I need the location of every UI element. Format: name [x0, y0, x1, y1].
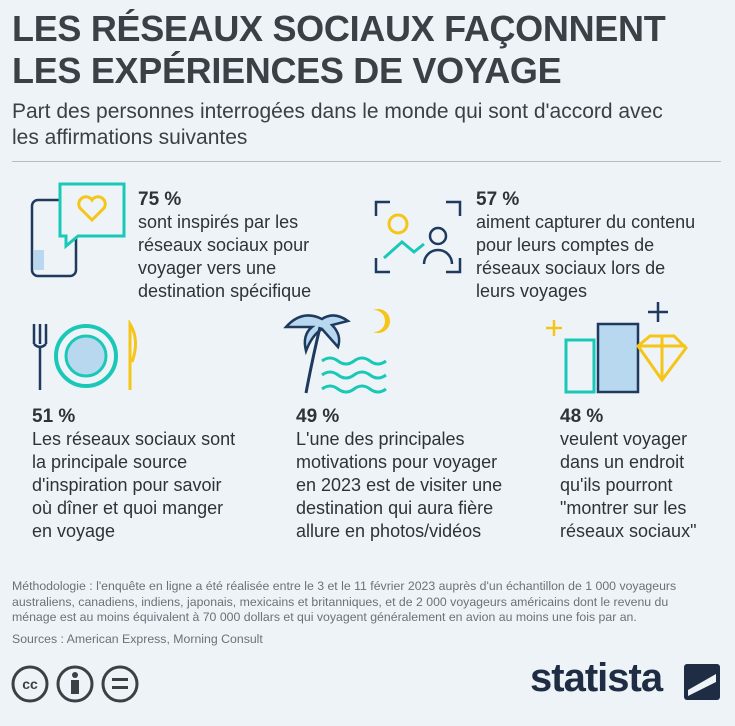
stat-text-line: voyager vers une — [138, 258, 277, 278]
subtitle-line: les affirmations suivantes — [12, 126, 248, 149]
stat-text-line: veulent voyager — [560, 429, 688, 449]
stat-text-line: destination qui aura fière — [296, 498, 494, 518]
stat-text-line: réseaux sociaux lors de — [476, 258, 666, 278]
stat-value: 75 % — [138, 189, 182, 210]
stat-value: 49 % — [296, 406, 340, 427]
stat-text-line: allure en photos/vidéos — [296, 521, 482, 541]
methodology-line: australiens, canadiens, indiens, japonai… — [12, 594, 669, 609]
photo-icon — [374, 200, 462, 274]
stat-text-line: leurs voyages — [476, 281, 588, 301]
city-diamond-icon — [546, 302, 688, 394]
license-icons: cc — [11, 665, 139, 703]
stat-item: 48 % veulent voyager dans un endroit qu'ils… — [560, 405, 696, 543]
stat-item: 49 % L'une des principales motivations pou… — [296, 405, 502, 543]
methodology-line: ménage est au moins équivalent à 70 000 … — [12, 610, 637, 624]
stat-text-line: motivations pour voyager — [296, 452, 498, 472]
methodology-line: Méthodologie : l'enquête en ligne a été … — [12, 579, 677, 593]
stat-text-line: pour leurs comptes de — [476, 235, 655, 255]
stat-text-line: d'inspiration pour savoir — [32, 475, 222, 495]
stat-item: 51 % Les réseaux sociaux sont la principal… — [32, 405, 235, 543]
brand-mark — [684, 664, 720, 700]
stat-text-line: dans un endroit — [560, 452, 685, 472]
stat-value: 48 % — [560, 406, 604, 427]
stat-text-line: où dîner et quoi manger — [32, 498, 224, 518]
sources: Sources : American Express, Morning Cons… — [12, 632, 263, 646]
stat-value: 57 % — [476, 189, 520, 210]
title-line: LES RÉSEAUX SOCIAUX FAÇONNENT — [12, 8, 666, 49]
svg-text:cc: cc — [22, 676, 38, 692]
stat-text-line: en voyage — [32, 521, 116, 541]
brand: statista — [530, 656, 663, 700]
palm-icon — [283, 309, 390, 394]
divider — [12, 161, 721, 162]
dining-icon — [32, 320, 137, 390]
stat-text-line: "montrer sur les — [560, 498, 687, 518]
stat-text-line: réseaux sociaux" — [560, 521, 697, 541]
stat-text-line: aiment capturer du contenu — [476, 212, 696, 232]
stat-text-line: réseaux sociaux pour — [138, 235, 310, 255]
title-line: LES EXPÉRIENCES DE VOYAGE — [12, 50, 562, 91]
stat-text-line: en 2023 est de visiter une — [296, 475, 503, 495]
stat-text-line: sont inspirés par les — [138, 212, 299, 232]
stat-text-line: Les réseaux sociaux sont — [32, 429, 236, 449]
stat-item: 75 % sont inspirés par les réseaux sociaux… — [138, 188, 311, 303]
subtitle-line: Part des personnes interrogées dans le m… — [12, 100, 663, 123]
stat-item: 57 % aiment capturer du contenu pour leurs… — [476, 188, 695, 303]
phone-heart-icon — [30, 182, 126, 278]
stat-text-line: destination spécifique — [138, 281, 312, 301]
stat-value: 51 % — [32, 406, 76, 427]
stat-text-line: qu'ils pourront — [560, 475, 673, 495]
methodology: Méthodologie : l'enquête en ligne a été … — [12, 579, 676, 626]
stat-text-line: L'une des principales — [296, 429, 465, 449]
stat-text-line: la principale source — [32, 452, 188, 472]
